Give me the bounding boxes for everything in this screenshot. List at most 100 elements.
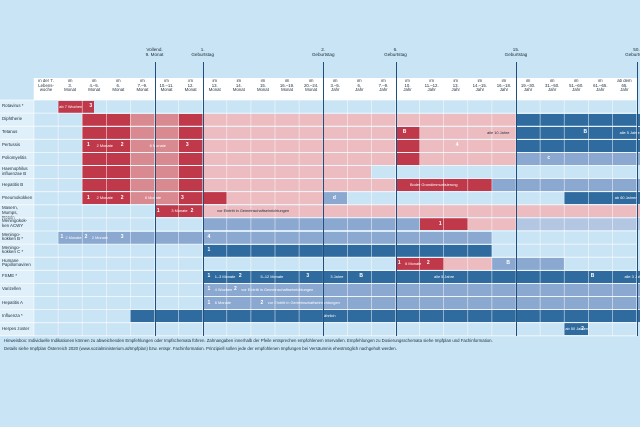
milestone-line xyxy=(323,62,325,336)
schedule-bar xyxy=(130,231,492,244)
interval-label: 6 Monate xyxy=(405,260,422,266)
interval-label: 2 Monate xyxy=(96,195,113,201)
dose-number: 2 xyxy=(581,325,584,332)
age-column-header: im 51.–60. Jahr xyxy=(569,79,584,92)
dose-number: 3 xyxy=(181,194,184,201)
dose-number: d xyxy=(332,194,336,201)
dose-number: 3 xyxy=(120,234,124,240)
dose-number: 1 xyxy=(207,299,211,306)
disease-row-label: Varizellen xyxy=(2,286,21,292)
age-column-header: im 10. Jahr xyxy=(403,79,412,92)
schedule-bar xyxy=(202,218,420,231)
milestone-label: 50. Geburtstag xyxy=(625,47,640,57)
age-column-header: im 3.–5. Jahr xyxy=(330,79,341,92)
dose-number: B xyxy=(583,129,588,136)
age-column-header: im 19.–30. Jahr xyxy=(520,79,536,92)
interval-label: ab 7 Wochen xyxy=(59,103,83,109)
interval-label: 2 Monate xyxy=(91,234,109,240)
dose-number: 2 xyxy=(260,299,264,306)
interval-label: 6 Monate xyxy=(214,300,231,306)
milestone-label: 2. Geburtstag xyxy=(311,47,335,57)
disease-row-label: Influenza * xyxy=(2,312,23,318)
dose-number: 2 xyxy=(238,273,242,280)
dose-number: 3 xyxy=(185,142,189,149)
schedule-bar xyxy=(202,166,372,179)
age-column-header: im 4.–5. Monat xyxy=(88,79,101,92)
schedule-bar xyxy=(564,192,640,205)
disease-row-label: Hepatitis A xyxy=(2,299,23,305)
dose-number: c xyxy=(547,155,551,162)
schedule-bar xyxy=(564,323,589,336)
schedule-bar xyxy=(491,179,640,192)
age-column-header: im 10.–11. Monat xyxy=(159,79,174,92)
schedule-bar xyxy=(178,179,203,192)
age-column-header: im 20.–24. Monat xyxy=(303,79,319,92)
schedule-bar xyxy=(58,231,131,244)
milestone-line xyxy=(516,62,517,336)
dose-number: 1 xyxy=(207,273,211,280)
schedule-bar xyxy=(178,113,203,126)
interval-label: ab 60 Jahren xyxy=(614,195,638,201)
age-column-header: im 13. Monat xyxy=(208,79,221,92)
dose-number: 2 xyxy=(120,142,124,149)
header-background xyxy=(34,78,637,100)
milestone-label: 6. Geburtstag xyxy=(384,47,407,57)
dose-number: 3 xyxy=(89,103,93,109)
age-column-header: im 16.–19. Monat xyxy=(279,79,295,92)
interval-label: Boder Grundimmunisierung xyxy=(409,182,458,188)
schedule-bar xyxy=(202,283,640,296)
dose-number: 4 xyxy=(207,234,211,240)
interval-label: alle 5 Jahre xyxy=(434,273,455,279)
schedule-bar xyxy=(202,113,516,126)
dose-number: 1 xyxy=(156,207,160,214)
interval-label: 3 Monate xyxy=(171,208,188,214)
schedule-bar xyxy=(516,126,640,139)
dose-number: B xyxy=(506,260,510,267)
schedule-bar xyxy=(178,139,203,152)
age-column-header: ab dem 65. Jahr xyxy=(617,79,632,92)
disease-row-label: Meningo- kokken B * xyxy=(2,231,23,242)
disease-row-label: FSME * xyxy=(2,273,18,279)
dose-number: B xyxy=(359,273,363,280)
interval-label: alle 10 Jahre xyxy=(487,129,510,135)
disease-row-label: Diphtherie xyxy=(2,116,23,122)
age-column-header: im 7.–9. Monat xyxy=(136,79,149,92)
disease-row-label: Rotavirus * xyxy=(2,103,24,108)
footnote-line-1: Hinweisbox: Individuelle Indikationen kö… xyxy=(4,338,493,343)
interval-label: alle 5 Jahre xyxy=(619,129,640,135)
age-column-header: im 13. Jahr xyxy=(451,79,460,92)
age-column-header: im 11.–12. Jahr xyxy=(424,79,439,92)
dose-number: 2 xyxy=(190,207,194,214)
schedule-bar xyxy=(491,257,565,270)
interval-label: ab 50 Jahren xyxy=(565,326,589,332)
schedule-bar xyxy=(323,192,348,205)
dose-number: 2 xyxy=(120,194,124,201)
age-column-header: im 3. Monat xyxy=(64,79,77,92)
age-column-header: im 6. Jahr xyxy=(355,79,364,92)
schedule-bar xyxy=(516,218,640,231)
interval-label: 3 Jahre xyxy=(330,273,344,279)
footnote-line-2: Details siehe Impfplan Österreich 2020 (… xyxy=(4,346,397,351)
schedule-bar xyxy=(58,100,95,113)
disease-row-label: Pneumokokken xyxy=(2,194,33,200)
dose-number: 2 xyxy=(426,260,430,267)
dose-number: 2 xyxy=(234,286,237,293)
disease-row-label: Poliomyelitis xyxy=(2,155,27,161)
interval-label: vor Eintritt in Gemeinschaftseinrichtung… xyxy=(267,300,340,306)
interval-label: 6 Monate xyxy=(149,142,166,148)
disease-row-label: Pertussis xyxy=(2,142,21,148)
interval-label: 6 Monate xyxy=(144,195,162,201)
schedule-bar xyxy=(178,152,203,165)
schedule-bar xyxy=(178,126,203,139)
interval-label: 1–3 Monate xyxy=(214,273,236,279)
dose-number: 2 xyxy=(84,234,88,240)
interval-label: 4 Wochen xyxy=(214,287,233,292)
disease-row-label: Tetanus xyxy=(2,129,18,135)
schedule-bar xyxy=(130,310,640,323)
disease-row-label: Humane Papillomaviren xyxy=(2,257,31,268)
interval-label: 2 Monate xyxy=(65,234,82,240)
age-column-header: im 12. Monat xyxy=(184,79,197,92)
interval-label: alle 3 Jahre xyxy=(624,273,640,279)
